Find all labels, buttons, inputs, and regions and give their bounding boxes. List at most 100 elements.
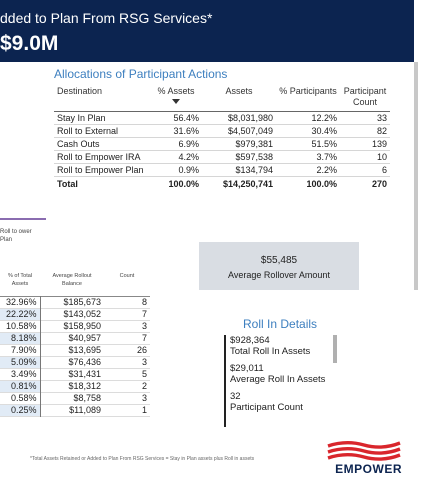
roll-in-scrollbar[interactable] xyxy=(333,335,337,363)
cell-pct: 0.81% xyxy=(0,380,41,393)
cell-balance: $11,089 xyxy=(69,405,101,415)
col-pct-total-assets[interactable]: % of Total Assets xyxy=(7,273,33,287)
total-count: 270 xyxy=(340,176,390,190)
table-row[interactable]: Cash Outs 6.9% $979,381 51.5% 139 xyxy=(54,137,390,151)
header-title: dded to Plan From RSG Services* xyxy=(0,10,213,26)
cell-pct: 5.09% xyxy=(0,356,41,369)
cell-balance: $18,312 xyxy=(68,381,101,391)
cell-pct: 22.22% xyxy=(0,308,41,321)
cell-count: 3 xyxy=(141,357,147,367)
cell-destination: Roll to External xyxy=(54,124,150,138)
average-rollover-card: $55,485 Average Rollover Amount xyxy=(199,242,359,290)
cell-destination: Cash Outs xyxy=(54,137,150,151)
vertical-scrollbar[interactable] xyxy=(414,62,418,290)
cell-balance: $8,758 xyxy=(73,393,101,403)
cell-pct: 3.49% xyxy=(0,368,41,381)
table-row[interactable]: 32.96% $185,673 8 xyxy=(0,296,150,309)
roll-in-participant-count: 32 Participant Count xyxy=(226,391,336,413)
cell-pct: 10.58% xyxy=(0,320,41,333)
cell-pct: 8.18% xyxy=(0,332,41,345)
roll-in-participant-count-value: 32 xyxy=(230,391,241,402)
cell-balance: $13,695 xyxy=(68,345,101,355)
cell-pct-participants: 51.5% xyxy=(276,137,340,151)
cell-destination: Stay In Plan xyxy=(54,111,150,125)
allocations-header-row: Destination % Assets Assets % Participan… xyxy=(54,86,390,112)
table-row[interactable]: 0.81% $18,312 2 xyxy=(0,380,150,393)
table-row[interactable]: 5.09% $76,436 3 xyxy=(0,356,150,369)
cell-pct-participants: 2.2% xyxy=(276,163,340,177)
empower-logo-text: EMPOWER xyxy=(335,462,402,476)
cell-count: 7 xyxy=(141,309,147,319)
cell-pct: 0.25% xyxy=(0,404,41,417)
roll-in-total-assets-value: $928,364 xyxy=(230,335,270,346)
total-assets: $14,250,741 xyxy=(202,176,276,190)
cell-count: 139 xyxy=(340,137,390,151)
allocations-title: Allocations of Participant Actions xyxy=(54,67,228,81)
cell-count: 3 xyxy=(141,321,147,331)
table-row[interactable]: 0.25% $11,089 1 xyxy=(0,404,150,417)
col-participant-count[interactable]: Participant Count xyxy=(343,86,387,107)
table-row[interactable]: 0.58% $8,758 3 xyxy=(0,392,150,405)
roll-in-total-assets: $928,364 Total Roll In Assets xyxy=(226,335,336,357)
cell-pct-assets: 56.4% xyxy=(150,111,202,125)
rollout-header-row: % of Total Assets Average Rollout Balanc… xyxy=(0,272,150,297)
roll-in-total-assets-label: Total Roll In Assets xyxy=(230,346,311,357)
col-count[interactable]: Count xyxy=(119,273,135,279)
cell-pct-participants: 30.4% xyxy=(276,124,340,138)
cell-count: 1 xyxy=(141,405,147,415)
col-average-rollout-balance[interactable]: Average Rollout Balance xyxy=(52,273,92,287)
cell-count: 2 xyxy=(141,381,147,391)
cell-balance: $158,950 xyxy=(63,321,101,331)
table-row[interactable]: Stay In Plan 56.4% $8,031,980 12.2% 33 xyxy=(54,111,390,125)
table-row[interactable]: 3.49% $31,431 5 xyxy=(0,368,150,381)
cell-assets: $979,381 xyxy=(202,137,276,151)
section-divider xyxy=(0,218,46,220)
col-pct-assets[interactable]: % Assets xyxy=(150,86,202,112)
table-row[interactable]: Roll to Empower IRA 4.2% $597,538 3.7% 1… xyxy=(54,150,390,164)
table-row[interactable]: 22.22% $143,052 7 xyxy=(0,308,150,321)
allocations-table: Destination % Assets Assets % Participan… xyxy=(54,86,390,190)
empower-logo: EMPOWER xyxy=(318,440,402,478)
col-destination[interactable]: Destination xyxy=(57,86,103,96)
roll-in-participant-count-label: Participant Count xyxy=(230,402,303,413)
roll-in-details-title: Roll In Details xyxy=(243,317,318,331)
cell-count: 3 xyxy=(141,393,147,403)
col-pct-participants[interactable]: % Participants xyxy=(279,86,337,96)
table-row[interactable]: 10.58% $158,950 3 xyxy=(0,320,150,333)
cell-balance: $31,431 xyxy=(68,369,101,379)
table-row[interactable]: 8.18% $40,957 7 xyxy=(0,332,150,345)
cell-assets: $4,507,049 xyxy=(202,124,276,138)
cell-balance: $143,052 xyxy=(63,309,101,319)
cell-balance: $40,957 xyxy=(68,333,101,343)
cell-pct-assets: 0.9% xyxy=(150,163,202,177)
cell-count: 10 xyxy=(340,150,390,164)
cell-assets: $134,794 xyxy=(202,163,276,177)
col-assets[interactable]: Assets xyxy=(225,86,253,96)
cell-pct: 0.58% xyxy=(0,392,41,405)
cell-assets: $8,031,980 xyxy=(202,111,276,125)
cell-pct-assets: 6.9% xyxy=(150,137,202,151)
cell-count: 82 xyxy=(340,124,390,138)
roll-in-details-list: $928,364 Total Roll In Assets $29,011 Av… xyxy=(224,335,336,427)
cell-count: 7 xyxy=(141,333,147,343)
table-row[interactable]: Roll to External 31.6% $4,507,049 30.4% … xyxy=(54,124,390,138)
cell-pct: 32.96% xyxy=(0,296,41,309)
rollout-table: % of Total Assets Average Rollout Balanc… xyxy=(0,272,150,417)
roll-in-average-assets-label: Average Roll In Assets xyxy=(230,374,326,385)
cell-assets: $597,538 xyxy=(202,150,276,164)
cell-balance: $76,436 xyxy=(68,357,101,367)
cell-count: 33 xyxy=(340,111,390,125)
footnote: *Total Assets Retained or Added to Plan … xyxy=(30,456,255,462)
total-pct-participants: 100.0% xyxy=(276,176,340,190)
header-banner: dded to Plan From RSG Services* $9.0M xyxy=(0,0,414,62)
cell-balance: $185,673 xyxy=(63,297,101,307)
cell-pct: 7.90% xyxy=(0,344,41,357)
roll-to-empower-plan-label: Roll to ower Plan xyxy=(0,229,32,243)
total-label: Total xyxy=(54,176,150,190)
sort-desc-icon[interactable] xyxy=(172,99,180,104)
cell-count: 26 xyxy=(136,345,147,355)
cell-pct-participants: 12.2% xyxy=(276,111,340,125)
table-row[interactable]: Roll to Empower Plan 0.9% $134,794 2.2% … xyxy=(54,163,390,177)
average-rollover-value: $55,485 xyxy=(260,255,298,266)
table-row[interactable]: 7.90% $13,695 26 xyxy=(0,344,150,357)
